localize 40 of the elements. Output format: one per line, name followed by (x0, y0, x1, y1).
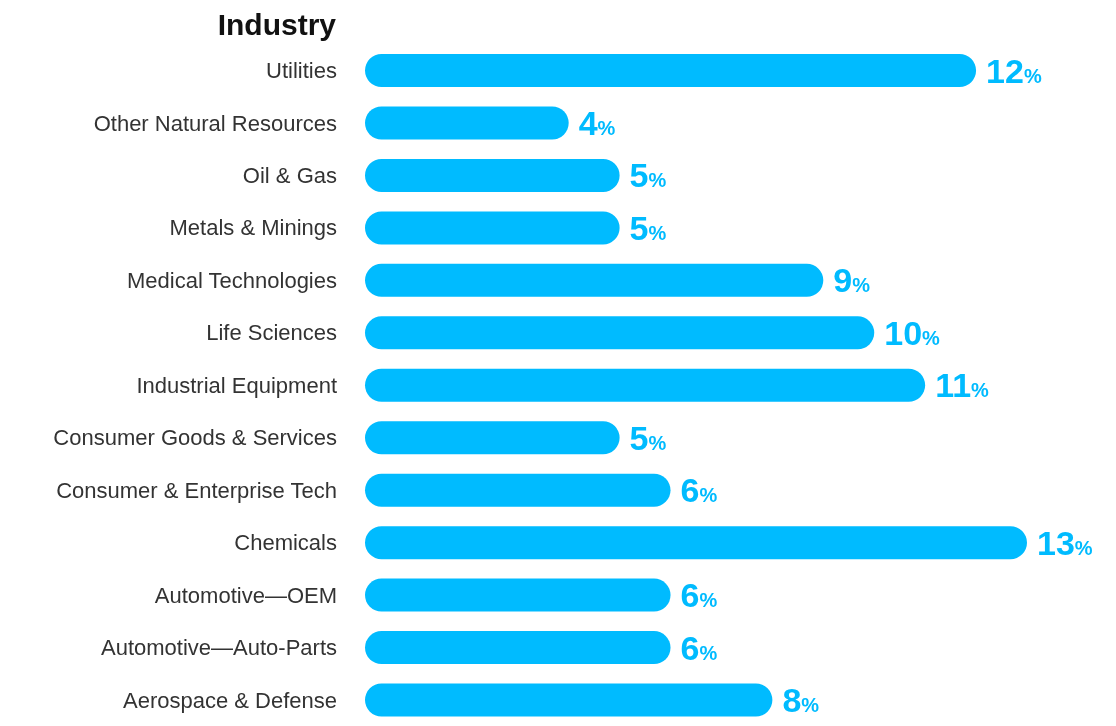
data-label: 5% (629, 208, 667, 247)
data-label: 6% (680, 628, 718, 667)
y-tick-label: Utilities (266, 58, 337, 84)
data-label: 5% (629, 418, 667, 457)
y-tick-label: Metals & Minings (169, 215, 337, 241)
data-label: 10% (884, 313, 941, 352)
data-label: 11% (935, 366, 990, 405)
data-label: 12% (986, 51, 1042, 90)
y-tick-label: Medical Technologies (127, 267, 337, 293)
data-label: 6% (680, 576, 718, 615)
bar (365, 578, 671, 612)
data-label: 8% (782, 681, 820, 720)
data-label: 4% (578, 103, 616, 142)
y-tick-label: Chemicals (234, 530, 337, 556)
data-label: 9% (833, 261, 871, 300)
bar (365, 106, 569, 140)
bar (365, 263, 824, 297)
y-tick-label: Aerospace & Defense (122, 687, 337, 713)
bar (365, 211, 620, 245)
y-tick-label: Automotive—OEM (154, 582, 337, 608)
bar (365, 683, 773, 717)
data-label: 6% (680, 471, 718, 510)
y-tick-label: Automotive—Auto-Parts (101, 635, 337, 661)
y-tick-label: Consumer Goods & Services (53, 425, 337, 451)
y-tick-label: Industrial Equipment (136, 372, 337, 398)
data-label: 13% (1037, 523, 1093, 562)
y-tick-label: Life Sciences (206, 320, 337, 346)
y-tick-label: Consumer & Enterprise Tech (56, 477, 337, 503)
bar (365, 526, 1027, 560)
bar (365, 421, 620, 455)
y-tick-label: Other Natural Resources (93, 110, 337, 136)
y-tick-label: Oil & Gas (242, 162, 337, 188)
chart-title: Industry (216, 8, 336, 42)
data-label: 5% (629, 156, 667, 195)
bar (365, 158, 620, 192)
bar (365, 631, 671, 665)
bar (365, 54, 977, 87)
bar (365, 473, 671, 507)
bar (365, 368, 926, 402)
bar (365, 316, 875, 350)
